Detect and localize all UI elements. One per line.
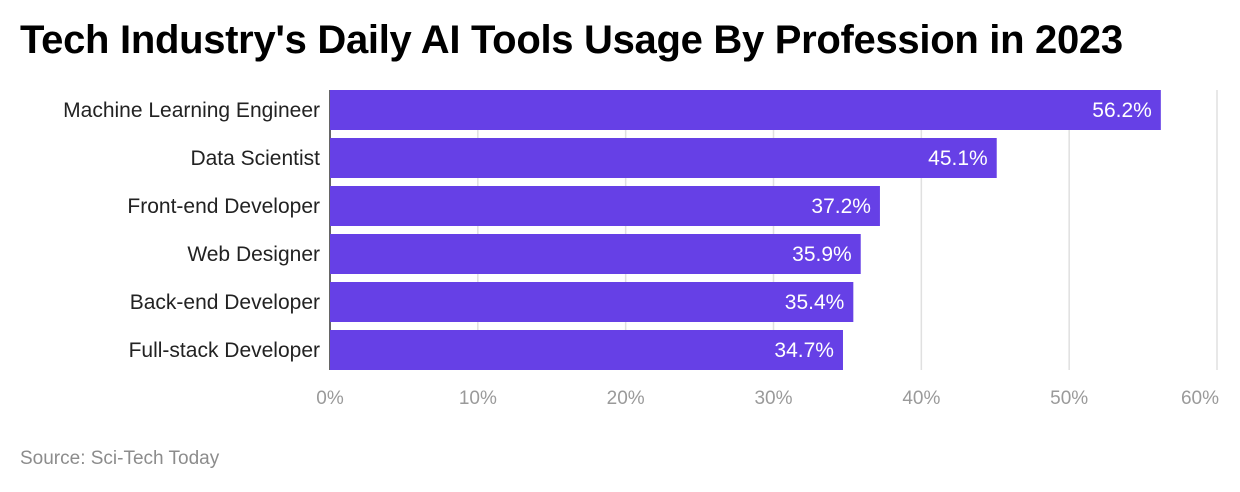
category-label: Back-end Developer (130, 291, 320, 314)
value-label: 34.7% (774, 339, 834, 362)
value-label: 35.4% (785, 291, 845, 314)
source-note: Source: Sci-Tech Today (20, 448, 220, 469)
bar (330, 234, 861, 274)
x-tick-label: 40% (902, 388, 940, 409)
bar (330, 330, 843, 370)
grid-lines (329, 90, 1218, 370)
x-tick-label: 10% (459, 388, 497, 409)
bar (330, 282, 854, 322)
value-label: 56.2% (1092, 99, 1152, 122)
bar (330, 138, 997, 178)
category-label: Data Scientist (190, 147, 320, 170)
value-label: 45.1% (928, 147, 988, 170)
x-tick-label: 20% (607, 388, 645, 409)
x-tick-label: 30% (754, 388, 792, 409)
bar (330, 186, 880, 226)
value-label: 37.2% (811, 195, 871, 218)
value-labels: 56.2% 45.1% 37.2% 35.9% 35.4% 34.7% (774, 99, 1151, 362)
category-label: Front-end Developer (127, 195, 320, 218)
category-labels: Machine Learning Engineer Data Scientist F… (63, 99, 320, 362)
category-label: Web Designer (187, 243, 320, 266)
category-label: Machine Learning Engineer (63, 99, 320, 122)
chart-title: Tech Industry's Daily AI Tools Usage By … (20, 18, 1123, 62)
x-axis-tick-labels: 0% 10% 20% 30% 40% 50% 60% (316, 388, 1219, 409)
x-tick-label: 50% (1050, 388, 1088, 409)
bar (330, 90, 1161, 130)
value-label: 35.9% (792, 243, 852, 266)
category-label: Full-stack Developer (129, 339, 320, 362)
x-tick-label: 60% (1181, 388, 1219, 409)
x-tick-label: 0% (316, 388, 344, 409)
bars (330, 90, 1161, 370)
